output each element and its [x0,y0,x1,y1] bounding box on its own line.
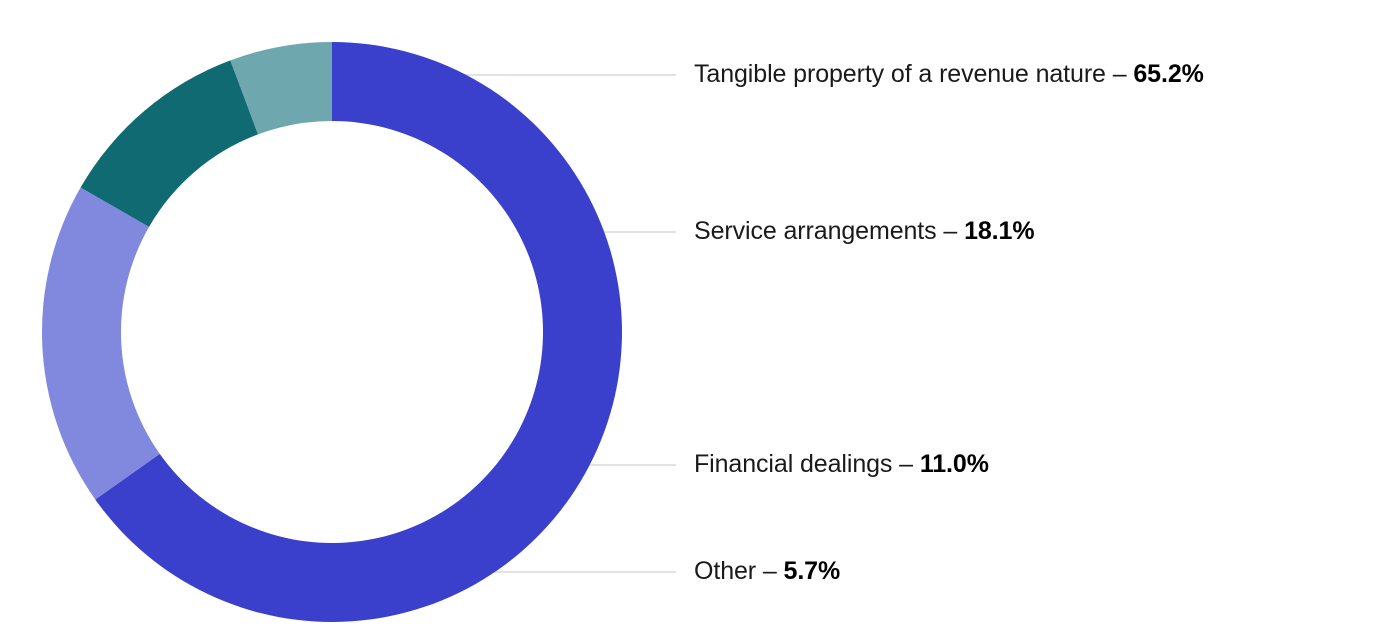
slice-label-value: 18.1% [964,217,1035,245]
donut-slices-group [41,42,623,622]
slice-label-separator: – [936,217,965,245]
slice-callout-label: Tangible property of a revenue nature – … [694,62,1204,87]
donut-slice[interactable] [95,42,623,622]
donut-slice[interactable] [41,187,160,500]
slice-label-value: 11.0% [919,450,989,478]
slice-label-separator: – [892,450,920,478]
slice-label-name: Service arrangements [694,217,937,245]
slice-label-name: Financial dealings [694,450,893,478]
slice-label-value: 5.7% [783,557,841,585]
donut-slice[interactable] [230,42,332,135]
slice-label-separator: – [1105,60,1134,88]
slice-label-separator: – [756,557,784,585]
slice-label-name: Tangible property of a revenue nature [694,60,1106,88]
slice-callout-label: Service arrangements – 18.1% [694,217,1035,245]
slice-label-value: 65.2% [1133,60,1204,88]
slice-callout-label: Financial dealings – 11.0% [694,452,989,477]
slice-label-name: Other [694,557,757,585]
slice-callout-label: Other – 5.7% [694,559,840,584]
donut-slice[interactable] [80,60,259,227]
